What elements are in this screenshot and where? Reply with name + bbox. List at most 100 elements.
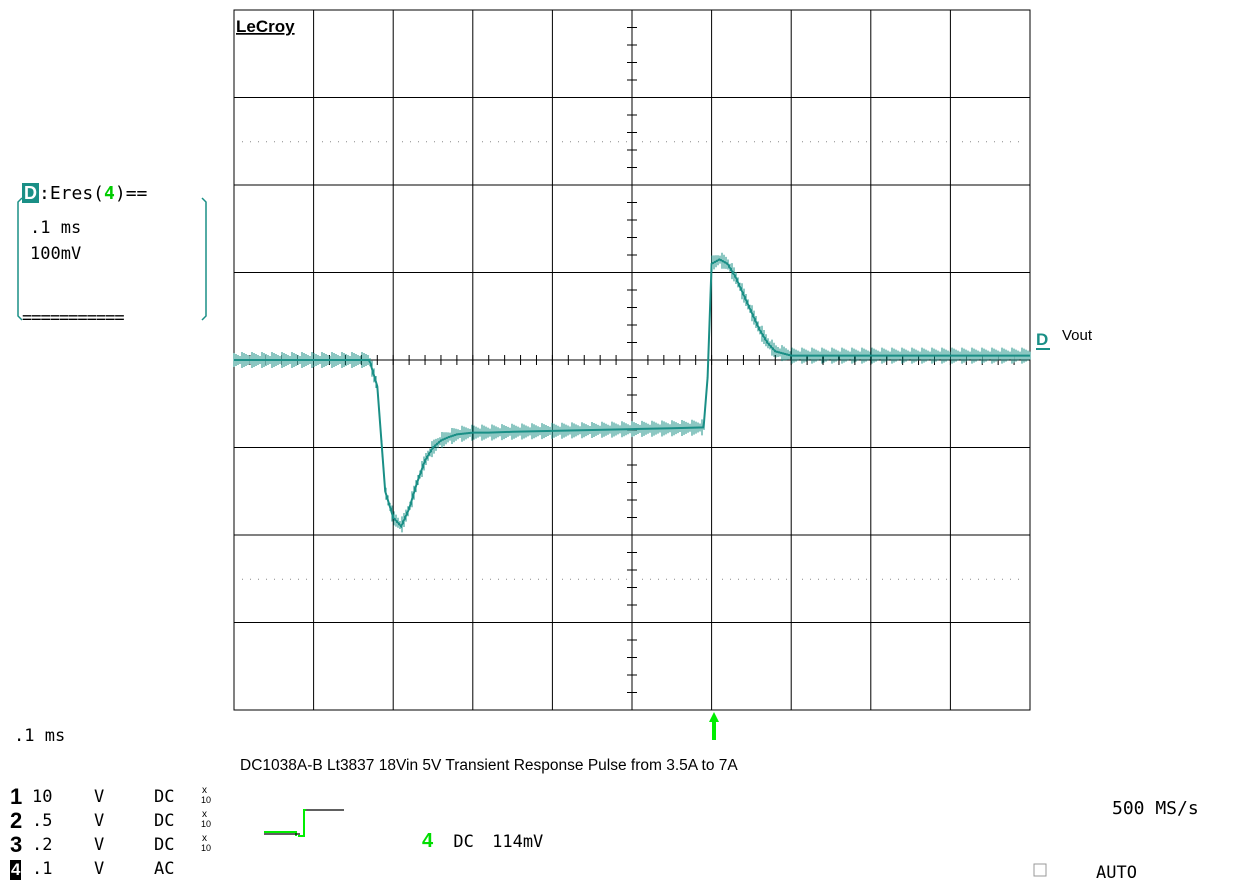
grid-dot [522,578,523,580]
grid-dot [810,141,811,143]
panel-vdiv: 100mV [30,244,82,264]
grid-dot [978,141,979,143]
grid-dot [946,141,947,143]
trigger-mode[interactable]: AUTO [1096,863,1137,883]
grid-dot [346,578,347,580]
grid-dot [242,578,243,580]
grid-dot [274,578,275,580]
channel-coupling: DC [154,835,175,855]
grid-dot [650,141,651,143]
grid-dot [362,141,363,143]
grid-dot [842,578,843,580]
grid-dot [754,578,755,580]
trigger-level: 114mV [492,832,544,852]
grid-dot [938,578,939,580]
grid-dot [930,578,931,580]
grid-dot [442,141,443,143]
panel-timebase: .1 ms [30,218,82,238]
grid-dot [642,578,643,580]
trace-marker-letter: D [1036,330,1048,349]
grid-dot [722,578,723,580]
grid-dot [778,141,779,143]
channel-scale: .5 [32,811,53,831]
grid-dot [330,141,331,143]
grid-dot [778,578,779,580]
grid-dot [586,141,587,143]
grid-dot [306,141,307,143]
grid-dot [682,141,683,143]
grid-dot [890,141,891,143]
grid-dot [786,141,787,143]
probe-factor-bottom: 10 [201,795,212,805]
grid-dot [858,578,859,580]
chart-title: DC1038A-B Lt3837 18Vin 5V Transient Resp… [240,757,738,774]
channel-unit: V [94,835,105,855]
grid-dot [946,578,947,580]
grid-dot [658,141,659,143]
grid-dot [706,578,707,580]
grid-dot [930,141,931,143]
grid-dot [546,141,547,143]
channel-unit: V [94,811,105,831]
grid-dot [578,578,579,580]
grid-dot [514,141,515,143]
grid-dot [378,578,379,580]
channel-coupling: DC [154,811,175,831]
grid-dot [602,141,603,143]
grid-dot [770,141,771,143]
grid-dot [986,578,987,580]
grid-dot [978,578,979,580]
trigger-coupling: DC [453,832,474,852]
grid-dot [434,578,435,580]
math-trace-panel [17,197,207,321]
grid-dot [858,141,859,143]
grid-dot [482,578,483,580]
grid-dot [970,578,971,580]
grid-dot [986,141,987,143]
grid-dot [410,578,411,580]
grid-dot [938,141,939,143]
grid-dot [570,578,571,580]
grid-dot [626,141,627,143]
grid-dot [370,578,371,580]
channel-scale: .2 [32,835,53,855]
grid-dot [498,578,499,580]
grid-dot [402,578,403,580]
grid-dot [674,578,675,580]
grid-dot [330,578,331,580]
auto-checkbox[interactable] [1033,863,1047,877]
grid-dot [282,141,283,143]
grid-dot [322,578,323,580]
grid-dot [530,578,531,580]
grid-dot [346,141,347,143]
grid-dot [290,578,291,580]
grid-dot [738,141,739,143]
grid-dot [962,578,963,580]
grid-dot [818,578,819,580]
grid-dot [306,578,307,580]
grid-dot [826,141,827,143]
channel-row-2: 2 .5 V DC x 10 [10,808,240,834]
grid-dot [762,141,763,143]
grid-dot [466,578,467,580]
grid-dot [866,141,867,143]
grid-dot [618,141,619,143]
grid-dot [906,141,907,143]
grid-dot [450,141,451,143]
grid-dot [250,141,251,143]
grid-dot [274,141,275,143]
grid-dot [906,578,907,580]
channel-number: 4 [10,860,22,880]
grid-dot [922,578,923,580]
grid-dot [738,578,739,580]
grid-dot [610,141,611,143]
grid-dot [370,141,371,143]
graticule-dotted-lines [242,141,1019,580]
grid-dot [586,578,587,580]
grid-dot [426,141,427,143]
probe-factor-top: x [202,833,207,844]
channel-coupling: AC [154,859,175,879]
grid-dot [266,578,267,580]
grid-dot [338,578,339,580]
grid-dot [442,578,443,580]
